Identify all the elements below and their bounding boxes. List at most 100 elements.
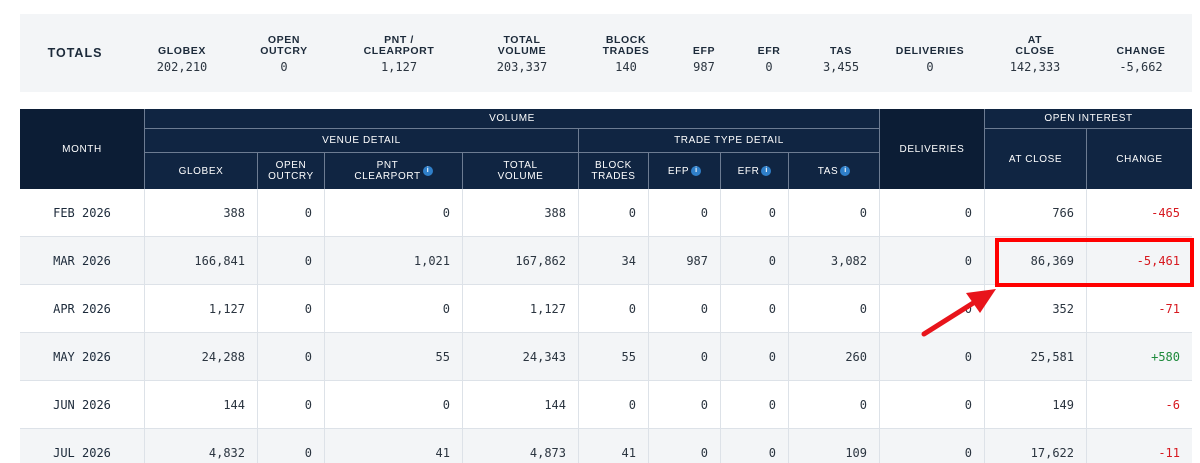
totals-label: OPEN OUTCRY — [260, 34, 308, 57]
block-trades-cell: 0 — [579, 381, 649, 429]
totals-bar: TOTALS GLOBEX 202,210 OPEN OUTCRY 0 PNT … — [20, 14, 1192, 92]
totals-deliveries: DELIVERIES 0 — [880, 14, 980, 92]
efp-cell: 0 — [649, 285, 721, 333]
efp-cell: 0 — [649, 429, 721, 463]
month-cell: APR 2026 — [20, 285, 145, 333]
totals-label: BLOCK TRADES — [602, 34, 650, 57]
at-close-cell: 17,622 — [985, 429, 1087, 463]
efp-label: EFP — [667, 165, 690, 177]
at-close-cell: 25,581 — [985, 333, 1087, 381]
deliveries-cell: 0 — [880, 285, 985, 333]
at-close-header[interactable]: AT CLOSE — [985, 129, 1087, 189]
total-volume-header[interactable]: TOTAL VOLUME — [463, 153, 579, 189]
totals-label: CHANGE — [1116, 45, 1166, 57]
deliveries-cell: 0 — [880, 429, 985, 463]
at-close-cell: 149 — [985, 381, 1087, 429]
info-icon[interactable]: i — [761, 166, 772, 176]
deliveries-cell: 0 — [880, 237, 985, 285]
globex-cell: 1,127 — [145, 285, 258, 333]
efr-label: EFR — [737, 165, 760, 177]
tas-cell: 3,082 — [789, 237, 880, 285]
efr-cell: 0 — [721, 285, 789, 333]
efr-header[interactable]: EFR i — [721, 153, 789, 189]
month-cell: JUN 2026 — [20, 381, 145, 429]
change-header[interactable]: CHANGE — [1087, 129, 1192, 189]
globex-header[interactable]: GLOBEX — [145, 153, 258, 189]
efp-cell: 987 — [649, 237, 721, 285]
at-close-cell: 86,369 — [985, 237, 1087, 285]
open-outcry-cell: 0 — [258, 333, 325, 381]
open-outcry-cell: 0 — [258, 285, 325, 333]
totals-block-trades: BLOCK TRADES 140 — [580, 14, 672, 92]
pnt-clearport-cell: 1,021 — [325, 237, 463, 285]
totals-label: EFR — [757, 45, 781, 57]
globex-cell: 24,288 — [145, 333, 258, 381]
month-header[interactable]: MONTH — [20, 109, 145, 189]
efp-cell: 0 — [649, 381, 721, 429]
totals-value: 203,337 — [496, 60, 548, 74]
tas-cell: 0 — [789, 381, 880, 429]
total-volume-cell: 24,343 — [463, 333, 579, 381]
totals-at-close: AT CLOSE 142,333 — [980, 14, 1090, 92]
pnt-clearport-cell: 0 — [325, 381, 463, 429]
pnt-clearport-cell: 55 — [325, 333, 463, 381]
table-row: JUL 2026 4,832 0 41 4,873 41 0 0 109 0 1… — [20, 429, 1192, 463]
tas-cell: 109 — [789, 429, 880, 463]
totals-label: EFP — [692, 45, 716, 57]
efr-cell: 0 — [721, 333, 789, 381]
block-trades-cell: 0 — [579, 285, 649, 333]
block-trades-header[interactable]: BLOCK TRADES — [579, 153, 649, 189]
efr-cell: 0 — [721, 189, 789, 237]
globex-cell: 4,832 — [145, 429, 258, 463]
info-icon[interactable]: i — [691, 166, 702, 176]
totals-value: 142,333 — [1009, 60, 1061, 74]
table-row: FEB 2026 388 0 0 388 0 0 0 0 0 766 -465 — [20, 189, 1192, 237]
totals-label: PNT / CLEARPORT — [363, 34, 435, 57]
open-outcry-cell: 0 — [258, 429, 325, 463]
globex-cell: 166,841 — [145, 237, 258, 285]
tas-header[interactable]: TAS i — [789, 153, 880, 189]
trade-type-detail-header: TRADE TYPE DETAIL — [579, 129, 880, 153]
totals-efr: EFR 0 — [736, 14, 802, 92]
info-icon[interactable]: i — [422, 166, 433, 176]
block-trades-cell: 34 — [579, 237, 649, 285]
open-outcry-cell: 0 — [258, 189, 325, 237]
block-trades-cell: 55 — [579, 333, 649, 381]
totals-value: 202,210 — [156, 60, 208, 74]
total-volume-cell: 388 — [463, 189, 579, 237]
pnt-clearport-header[interactable]: PNT CLEARPORT i — [325, 153, 463, 189]
info-icon[interactable]: i — [840, 166, 851, 176]
change-cell: -5,461 — [1136, 254, 1180, 268]
totals-globex: GLOBEX 202,210 — [130, 14, 234, 92]
efr-cell: 0 — [721, 429, 789, 463]
open-outcry-header[interactable]: OPEN OUTCRY — [258, 153, 325, 189]
globex-cell: 144 — [145, 381, 258, 429]
tas-cell: 260 — [789, 333, 880, 381]
block-trades-cell: 0 — [579, 189, 649, 237]
pnt-clearport-cell: 41 — [325, 429, 463, 463]
totals-value: 3,455 — [822, 60, 860, 74]
venue-detail-header: VENUE DETAIL — [145, 129, 579, 153]
totals-efp: EFP 987 — [672, 14, 736, 92]
at-close-cell: 766 — [985, 189, 1087, 237]
total-volume-cell: 1,127 — [463, 285, 579, 333]
table-row: MAR 2026 166,841 0 1,021 167,862 34 987 … — [20, 237, 1192, 285]
efp-cell: 0 — [649, 333, 721, 381]
efp-header[interactable]: EFP i — [649, 153, 721, 189]
totals-value: 0 — [926, 60, 934, 74]
efr-cell: 0 — [721, 381, 789, 429]
totals-value: 140 — [615, 60, 637, 74]
tas-label: TAS — [817, 165, 839, 177]
totals-value: -5,662 — [1119, 60, 1163, 74]
change-cell: -465 — [1151, 206, 1180, 220]
pnt-clearport-cell: 0 — [325, 189, 463, 237]
totals-value: 987 — [693, 60, 715, 74]
tas-cell: 0 — [789, 189, 880, 237]
total-volume-cell: 144 — [463, 381, 579, 429]
change-cell: +580 — [1151, 350, 1180, 364]
totals-value: 0 — [280, 60, 288, 74]
pnt-clearport-cell: 0 — [325, 285, 463, 333]
totals-label: TOTAL VOLUME — [497, 34, 547, 57]
totals-value: 1,127 — [380, 60, 418, 74]
deliveries-header[interactable]: DELIVERIES — [880, 109, 985, 189]
